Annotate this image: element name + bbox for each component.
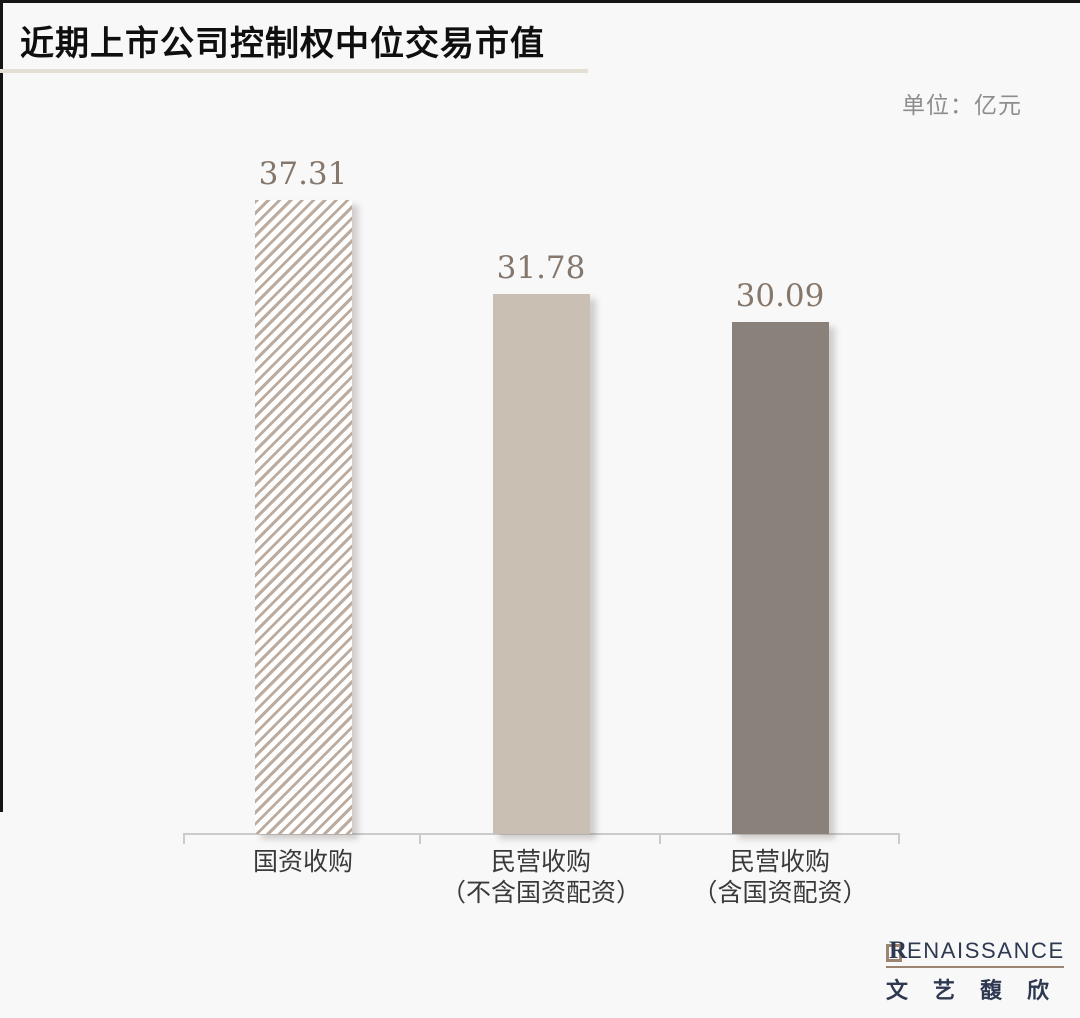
logo-chinese-name: 文艺馥欣: [886, 978, 1075, 1003]
logo-r-letter: R: [889, 937, 908, 964]
bar-2: [492, 294, 590, 834]
x-axis-tick: [659, 833, 661, 844]
category-label: 民营收购 （不含国资配资）: [440, 849, 641, 907]
bar-3: [731, 322, 829, 834]
renaissance-r-logo-icon: R: [886, 938, 907, 963]
title-underline: [0, 69, 588, 73]
chart-title: 近期上市公司控制权中位交易市值: [20, 26, 545, 63]
x-axis-line: [183, 833, 900, 835]
top-accent-border: [0, 0, 1080, 3]
bar-value-label: 37.31: [258, 156, 348, 192]
bar-value-label: 30.09: [735, 278, 825, 314]
logo-divider-line: [886, 966, 1064, 968]
unit-label: 单位：亿元: [902, 93, 1022, 118]
bar-value-label: 31.78: [496, 250, 586, 286]
logo-square-shape: [886, 944, 902, 962]
category-label: 国资收购: [252, 849, 353, 876]
renaissance-logo: R ENAISSANCE 文艺馥欣: [886, 938, 1064, 1005]
category-label: 民营收购 （含国资配资）: [692, 849, 868, 907]
x-axis-tick: [898, 833, 900, 844]
left-accent-border: [0, 0, 3, 812]
bar-1: [254, 200, 352, 834]
logo-wordmark-text: ENAISSANCE: [907, 938, 1065, 963]
x-axis-tick: [419, 833, 421, 844]
x-axis-tick: [183, 833, 185, 844]
logo-wordmark-row: R ENAISSANCE: [886, 938, 1064, 963]
